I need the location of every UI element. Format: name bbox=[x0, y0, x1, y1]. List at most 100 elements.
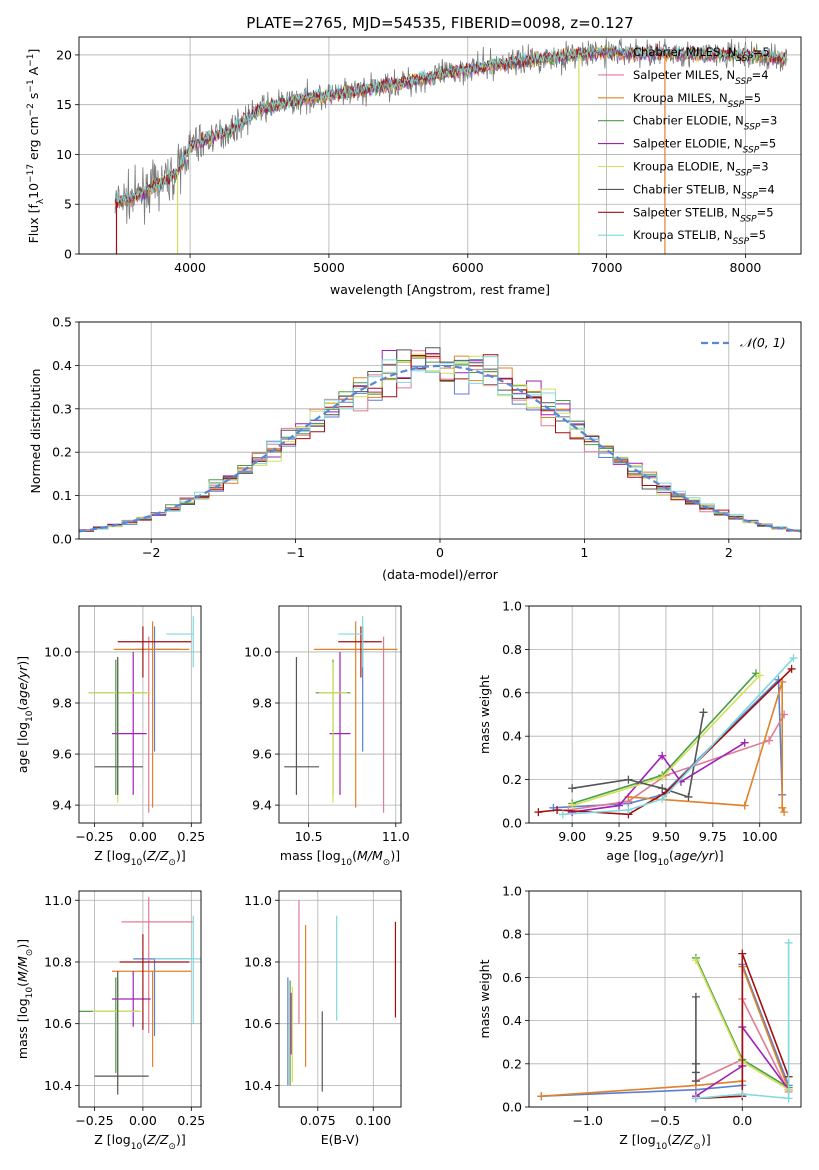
y-tick-label: 10 bbox=[56, 147, 72, 162]
legend-entry: Kroupa MILES, NSSP=5 bbox=[633, 91, 761, 110]
y-tick-label: 20 bbox=[56, 47, 72, 62]
y-tick-label: 5 bbox=[64, 197, 72, 212]
y-tick-label: 15 bbox=[56, 97, 72, 112]
y-tick-label: 11.0 bbox=[244, 893, 272, 908]
y-tick-label: 1.0 bbox=[502, 599, 522, 614]
weight-marker bbox=[780, 808, 789, 817]
weight-marker bbox=[658, 751, 667, 760]
axes-frame bbox=[78, 890, 202, 1108]
x-tick-label: −0.5 bbox=[650, 1113, 680, 1128]
x-tick-label: 7000 bbox=[591, 260, 623, 275]
weight-marker bbox=[691, 992, 700, 1001]
y-tick-label: 10.0 bbox=[244, 644, 272, 659]
x-axis-label: (data-model)/error bbox=[382, 567, 499, 582]
x-axis-label: Z [log10(Z/Z⊙)] bbox=[94, 848, 185, 868]
x-tick-label: 9.00 bbox=[558, 829, 586, 844]
x-tick-label: 0.25 bbox=[177, 1113, 205, 1128]
weight-line bbox=[695, 942, 790, 1100]
x-tick-label: −2 bbox=[142, 545, 160, 560]
age-vs-mass-panel: 10.5 11.0 9.4 9.6 9.8 10.0 mass [log10(M/M⊙)] bbox=[244, 605, 410, 868]
weight-marker bbox=[691, 956, 700, 965]
weight-marker bbox=[699, 708, 708, 717]
y-tick-label: 10.4 bbox=[244, 1078, 272, 1093]
axes-frame bbox=[528, 605, 802, 824]
y-tick-label: 0.0 bbox=[502, 1100, 522, 1115]
mass-vs-ebv-panel: 0.075 0.100 10.4 10.6 10.8 11.0 E(B-V) bbox=[244, 890, 402, 1147]
x-axis-label: mass [log10(M/M⊙)] bbox=[280, 848, 400, 868]
y-tick-label: 9.8 bbox=[52, 696, 72, 711]
weight-marker bbox=[537, 1092, 546, 1101]
y-axis-label: mass [log10(M/M⊙)] bbox=[15, 939, 35, 1059]
weight-marker bbox=[568, 784, 577, 793]
y-tick-label: 0.4 bbox=[502, 729, 522, 744]
axes-frame bbox=[528, 890, 802, 1108]
x-axis-label: Z [log10(Z/Z⊙)] bbox=[619, 1132, 710, 1152]
y-tick-label: 0.3 bbox=[52, 401, 72, 416]
spectrum-panel: 4000 5000 6000 7000 8000 0 5 10 15 20 wavelength [… bbox=[26, 36, 802, 297]
y-tick-label: 9.4 bbox=[252, 798, 272, 813]
y-tick-label: 0.1 bbox=[52, 488, 72, 503]
plot-area bbox=[79, 347, 801, 534]
axes-frame bbox=[78, 36, 802, 255]
y-tick-label: 10.8 bbox=[44, 954, 72, 969]
weight-marker bbox=[738, 949, 747, 958]
weight-marker bbox=[558, 810, 567, 819]
y-axis-label: mass weight bbox=[477, 959, 492, 1038]
y-tick-label: 1.0 bbox=[502, 884, 522, 899]
weight-marker bbox=[624, 805, 633, 814]
weight-marker bbox=[615, 801, 624, 810]
y-tick-label: 0.0 bbox=[502, 816, 522, 831]
y-tick-label: 10.6 bbox=[44, 1016, 72, 1031]
weight-marker bbox=[740, 738, 749, 747]
weight-marker bbox=[787, 664, 796, 673]
y-tick-label: 0 bbox=[64, 247, 72, 262]
x-axis-label: age [log10(age/yr)] bbox=[606, 848, 723, 868]
weight-marker bbox=[740, 801, 749, 810]
legend-entry: Salpeter STELIB, NSSP=5 bbox=[633, 205, 774, 224]
weight-marker bbox=[780, 710, 789, 719]
y-tick-label: 0.5 bbox=[52, 315, 72, 330]
y-axis-label: Normed distribution bbox=[28, 369, 43, 494]
weight-marker bbox=[691, 1077, 700, 1086]
weight-marker bbox=[684, 792, 693, 801]
y-tick-label: 0.2 bbox=[502, 772, 522, 787]
x-axis-label: E(B-V) bbox=[321, 1132, 360, 1147]
axes-frame bbox=[78, 321, 802, 540]
histogram-step bbox=[79, 356, 801, 533]
weight-marker bbox=[691, 1068, 700, 1077]
x-tick-label: −0.25 bbox=[75, 1113, 113, 1128]
x-tick-label: 0.00 bbox=[129, 829, 157, 844]
y-tick-label: 0.6 bbox=[502, 970, 522, 985]
y-tick-label: 0.6 bbox=[502, 685, 522, 700]
legend-entry: Chabrier MILES, NSSP=5 bbox=[633, 45, 770, 64]
x-tick-label: 8000 bbox=[730, 260, 762, 275]
y-tick-label: 9.6 bbox=[52, 747, 72, 762]
legend-entry: Chabrier STELIB, NSSP=4 bbox=[633, 182, 775, 201]
weight-marker bbox=[738, 1090, 747, 1099]
mass-vs-Z-panel: −0.25 0.00 0.25 10.4 10.6 10.8 11.0 Z [log10(Z/… bbox=[15, 890, 205, 1152]
weight-vs-age-panel: 9.00 9.25 9.50 9.75 10.00 0.0 0.2 0.4 0.6 0.8 1.0 a… bbox=[477, 599, 802, 868]
plot-area bbox=[287, 900, 397, 1092]
x-tick-label: −1 bbox=[286, 545, 304, 560]
weight-marker bbox=[534, 808, 543, 817]
weight-marker bbox=[784, 938, 793, 947]
y-axis-label: Flux [fλ10−17 erg cm−2 s−1 A−1] bbox=[26, 49, 46, 244]
x-tick-label: 2 bbox=[725, 545, 733, 560]
weight-marker bbox=[755, 671, 764, 680]
plot-area bbox=[284, 616, 398, 813]
model-spectrum-line bbox=[114, 43, 787, 207]
weight-marker bbox=[691, 1059, 700, 1068]
x-tick-label: 5000 bbox=[313, 260, 345, 275]
legend-entry: 𝒩(0, 1) bbox=[740, 335, 786, 350]
x-tick-label: 4000 bbox=[174, 260, 206, 275]
axes-frame bbox=[78, 605, 202, 824]
y-axis-label: mass weight bbox=[477, 675, 492, 754]
y-tick-label: 9.4 bbox=[52, 798, 72, 813]
y-tick-label: 0.4 bbox=[502, 1013, 522, 1028]
weight-marker bbox=[658, 773, 667, 782]
weight-line bbox=[562, 657, 795, 816]
weight-line bbox=[553, 677, 783, 809]
legend-entry: Chabrier ELODIE, NSSP=3 bbox=[633, 114, 777, 133]
x-tick-label: −0.25 bbox=[75, 829, 113, 844]
